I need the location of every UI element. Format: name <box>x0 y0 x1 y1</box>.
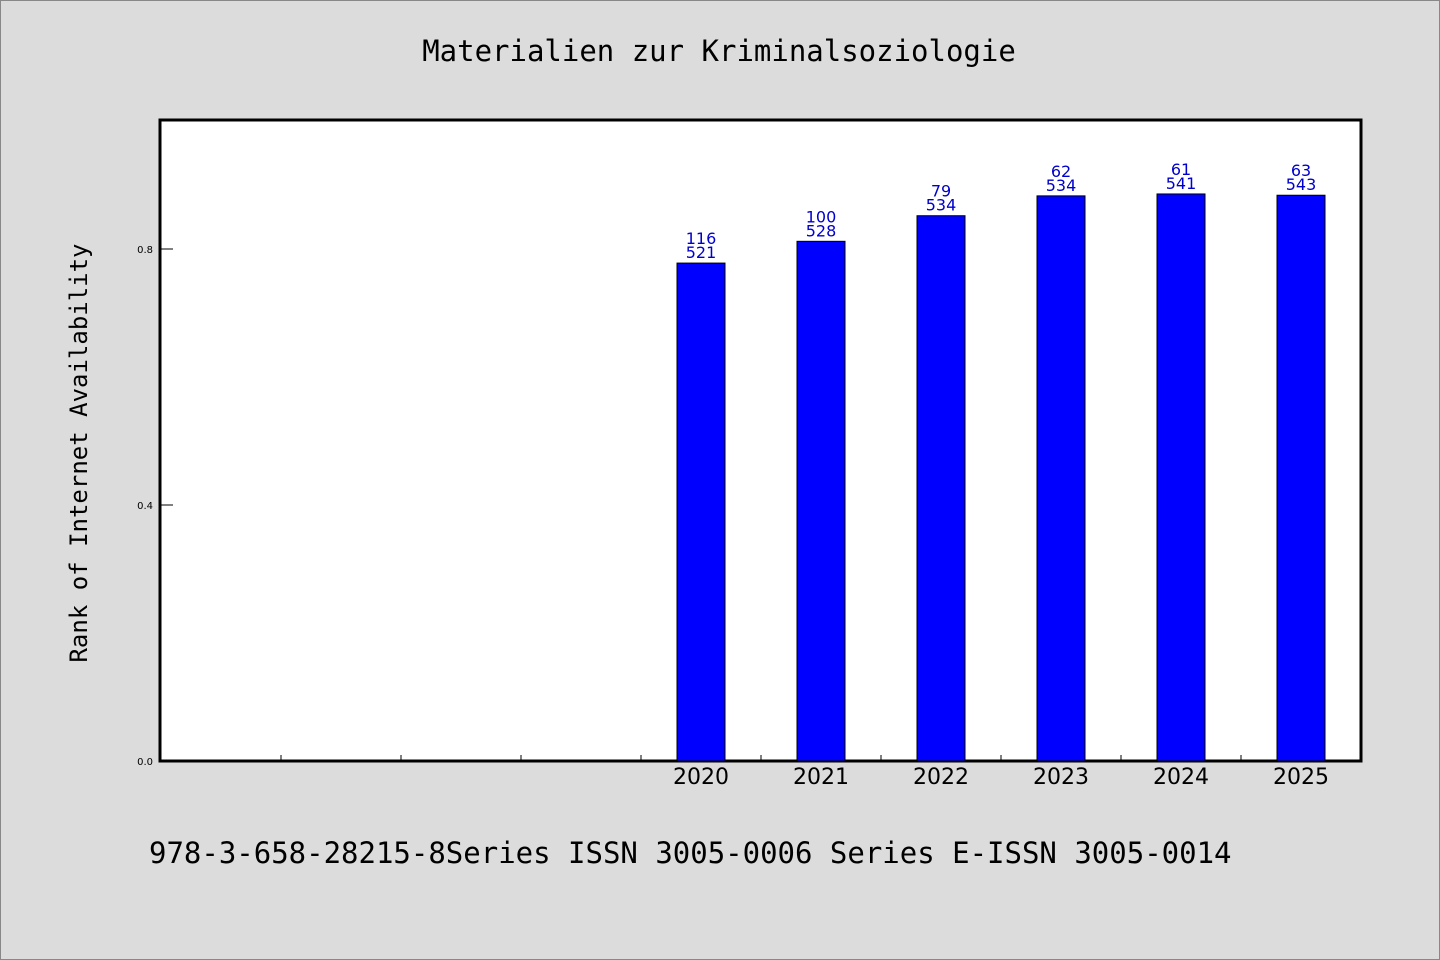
data-label-bottom: 521 <box>686 243 717 262</box>
bar <box>1276 194 1326 762</box>
y-tick-label: 0.0 <box>137 757 153 768</box>
y-tick-label: 0.4 <box>137 501 153 512</box>
x-tick-label: 2020 <box>673 765 729 790</box>
footer-text: 978-3-658-28215-8Series ISSN 3005-0006 S… <box>149 836 1232 870</box>
data-label-bottom: 528 <box>806 221 837 240</box>
bar <box>796 240 846 762</box>
bar <box>1156 193 1206 762</box>
y-axis-label: Rank of Internet Availability <box>65 243 93 662</box>
data-label-bottom: 543 <box>1286 175 1317 194</box>
data-label-bottom: 541 <box>1166 174 1197 193</box>
bar <box>676 262 726 762</box>
x-tick-label: 2021 <box>793 765 849 790</box>
data-label-bottom: 534 <box>926 196 957 215</box>
x-tick-label: 2023 <box>1033 765 1089 790</box>
data-label-top: 63 <box>1291 161 1311 180</box>
bar <box>1036 195 1086 762</box>
bar <box>916 215 966 762</box>
x-tick-label: 2022 <box>913 765 969 790</box>
x-tick-label: 2025 <box>1273 765 1329 790</box>
data-label-bottom: 534 <box>1046 176 1077 195</box>
data-label-top: 79 <box>931 182 951 201</box>
data-label-top: 62 <box>1051 162 1071 181</box>
y-tick-label: 0.8 <box>137 245 153 256</box>
data-label-top: 100 <box>806 207 837 226</box>
data-label-top: 116 <box>686 229 717 248</box>
chart-title: Materialien zur Kriminalsoziologie <box>422 34 1016 68</box>
x-tick-label: 2024 <box>1153 765 1209 790</box>
data-label-top: 61 <box>1171 160 1191 179</box>
